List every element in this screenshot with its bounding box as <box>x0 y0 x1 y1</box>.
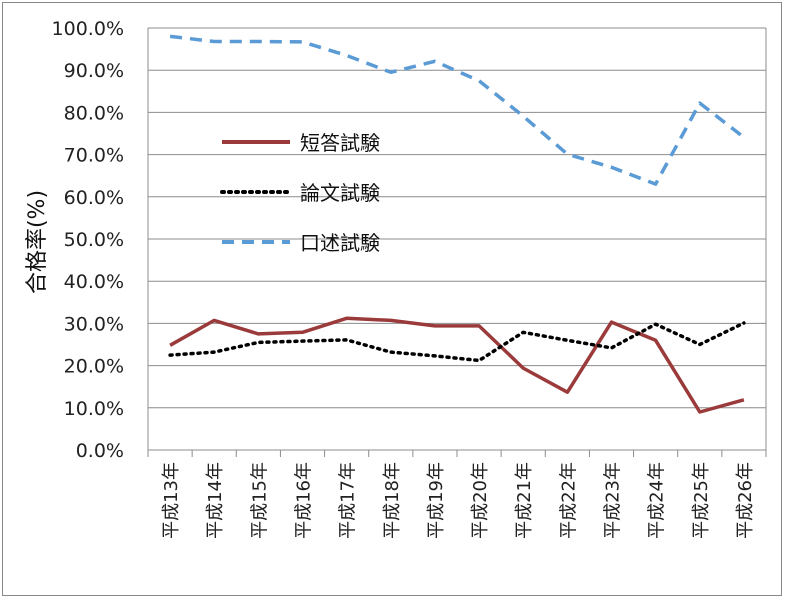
y-tick-label: 30.0% <box>64 313 124 335</box>
y-tick-label: 0.0% <box>76 440 124 462</box>
y-tick-label: 10.0% <box>64 398 124 420</box>
y-axis-label: 合格率(%) <box>25 190 50 294</box>
legend-label: 口述試験 <box>300 231 380 255</box>
x-tick-label: 平成16年 <box>294 462 315 539</box>
y-tick-label: 50.0% <box>64 229 124 251</box>
x-tick-label: 平成24年 <box>647 462 668 539</box>
x-tick-label: 平成19年 <box>426 462 447 539</box>
series-line <box>169 316 745 414</box>
y-tick-label: 20.0% <box>64 356 124 378</box>
x-tick-label: 平成15年 <box>249 462 270 539</box>
x-tick-label: 平成18年 <box>382 462 403 539</box>
x-tick-label: 平成25年 <box>691 462 712 539</box>
x-tick-label: 平成22年 <box>558 462 579 539</box>
y-tick-label: 70.0% <box>64 145 124 167</box>
x-tick-label: 平成21年 <box>514 462 535 539</box>
x-tick-label: 平成23年 <box>603 462 624 539</box>
y-tick-label: 100.0% <box>52 18 124 40</box>
x-tick-label: 平成14年 <box>205 462 226 539</box>
y-tick-label: 60.0% <box>64 187 124 209</box>
x-axis-ticks: 平成13年 平成14年 平成15年 平成16年 平成17年 平成18年 平成19年 平成20年… <box>161 462 756 539</box>
y-tick-label: 40.0% <box>64 271 124 293</box>
series-line <box>169 34 745 186</box>
legend-label: 短答試験 <box>300 131 380 155</box>
series-line <box>168 321 746 363</box>
y-tick-label: 80.0% <box>64 102 124 124</box>
y-axis-ticks: 0.0% 10.0% 20.0% 30.0% 40.0% 50.0% 60.0% 70.0% 8… <box>52 18 124 462</box>
series-layer <box>168 34 746 414</box>
x-tick-label: 平成13年 <box>161 462 182 539</box>
grid-layer <box>147 27 767 457</box>
y-tick-label: 90.0% <box>64 60 124 82</box>
legend-label: 論文試験 <box>300 181 380 205</box>
x-tick-label: 平成17年 <box>338 462 359 539</box>
x-tick-label: 平成20年 <box>470 462 491 539</box>
x-tick-label: 平成26年 <box>735 462 756 539</box>
